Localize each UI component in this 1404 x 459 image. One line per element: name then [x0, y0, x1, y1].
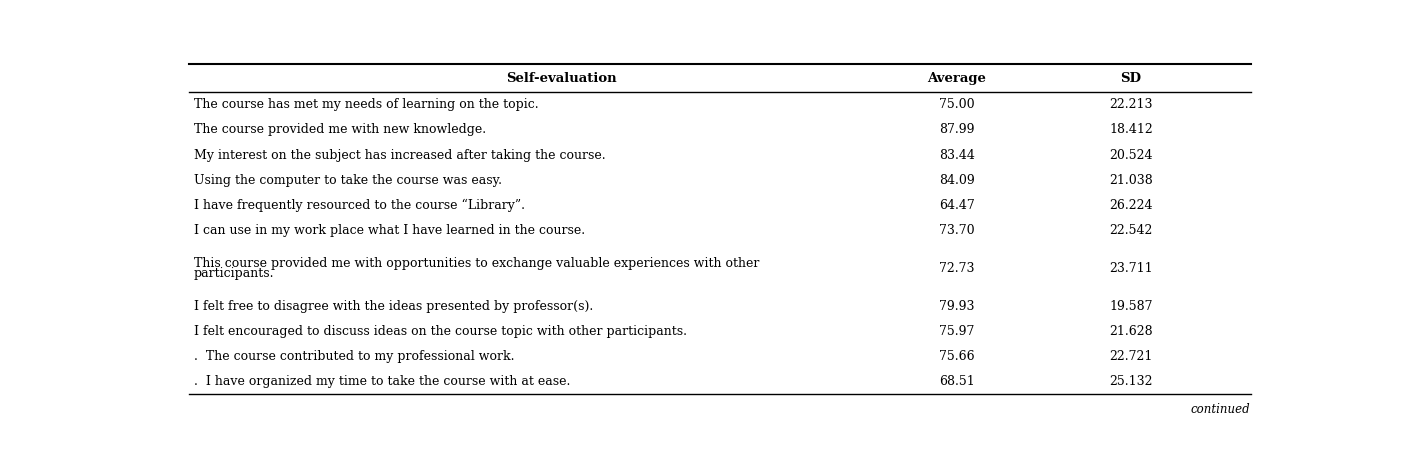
Text: My interest on the subject has increased after taking the course.: My interest on the subject has increased…: [194, 149, 605, 162]
Text: 20.524: 20.524: [1109, 149, 1153, 162]
Text: Average: Average: [927, 72, 986, 84]
Text: 72.73: 72.73: [939, 262, 974, 275]
Text: 18.412: 18.412: [1109, 123, 1153, 136]
Text: 26.224: 26.224: [1109, 199, 1153, 212]
Text: .  I have organized my time to take the course with at ease.: . I have organized my time to take the c…: [194, 375, 570, 388]
Text: 79.93: 79.93: [939, 300, 974, 313]
Text: 19.587: 19.587: [1109, 300, 1153, 313]
Text: 75.66: 75.66: [939, 350, 974, 363]
Text: I have frequently resourced to the course “Library”.: I have frequently resourced to the cours…: [194, 199, 525, 212]
Text: Self-evaluation: Self-evaluation: [507, 72, 618, 84]
Text: I felt free to disagree with the ideas presented by professor(s).: I felt free to disagree with the ideas p…: [194, 300, 594, 313]
Text: 83.44: 83.44: [939, 149, 974, 162]
Text: 22.542: 22.542: [1109, 224, 1153, 237]
Text: 22.213: 22.213: [1109, 98, 1153, 111]
Text: 73.70: 73.70: [939, 224, 974, 237]
Text: .  The course contributed to my professional work.: . The course contributed to my professio…: [194, 350, 514, 363]
Text: 84.09: 84.09: [939, 174, 974, 187]
Text: I felt encouraged to discuss ideas on the course topic with other participants.: I felt encouraged to discuss ideas on th…: [194, 325, 687, 338]
Text: continued: continued: [1191, 403, 1251, 416]
Text: 75.00: 75.00: [939, 98, 974, 111]
Text: 22.721: 22.721: [1109, 350, 1153, 363]
Text: Using the computer to take the course was easy.: Using the computer to take the course wa…: [194, 174, 503, 187]
Text: 87.99: 87.99: [939, 123, 974, 136]
Text: 21.038: 21.038: [1109, 174, 1153, 187]
Text: The course provided me with new knowledge.: The course provided me with new knowledg…: [194, 123, 486, 136]
Text: I can use in my work place what I have learned in the course.: I can use in my work place what I have l…: [194, 224, 585, 237]
Text: This course provided me with opportunities to exchange valuable experiences with: This course provided me with opportuniti…: [194, 257, 760, 270]
Text: The course has met my needs of learning on the topic.: The course has met my needs of learning …: [194, 98, 539, 111]
Text: 25.132: 25.132: [1109, 375, 1153, 388]
Text: 68.51: 68.51: [939, 375, 974, 388]
Text: 21.628: 21.628: [1109, 325, 1153, 338]
Text: 64.47: 64.47: [939, 199, 974, 212]
Text: SD: SD: [1120, 72, 1141, 84]
Text: participants.: participants.: [194, 267, 275, 280]
Text: 75.97: 75.97: [939, 325, 974, 338]
Text: 23.711: 23.711: [1109, 262, 1153, 275]
